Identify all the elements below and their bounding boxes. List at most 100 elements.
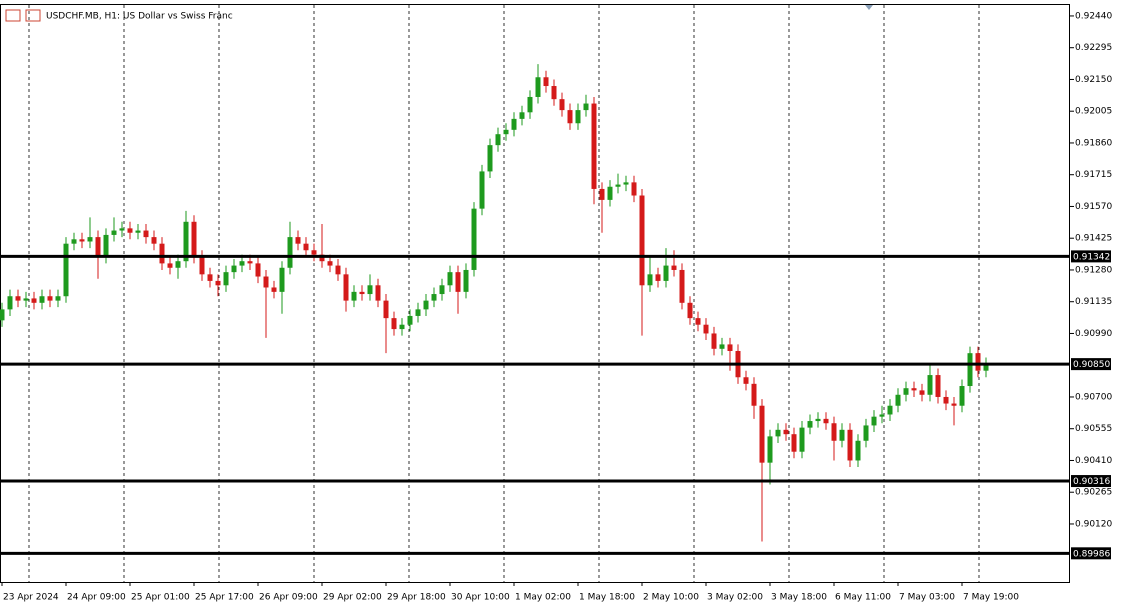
candle-body [167, 263, 173, 268]
y-tick-label: 0.92005 [1075, 107, 1112, 117]
candle-body [639, 195, 645, 286]
candle-body [863, 425, 869, 441]
candle-body [911, 388, 917, 391]
candle-body [951, 403, 957, 406]
icon-box [25, 9, 41, 22]
candle-body [559, 99, 565, 111]
candle-body [599, 188, 605, 200]
y-tick-label: 0.91135 [1075, 297, 1112, 307]
candle-body [239, 261, 245, 266]
candle-body [119, 228, 125, 231]
candle-body [783, 429, 789, 435]
x-tick-label: 7 May 19:00 [963, 593, 1019, 603]
candle-body [391, 318, 397, 330]
candle-body [215, 280, 221, 286]
x-tick-label: 29 Apr 18:00 [387, 593, 446, 603]
y-tick-label: 0.90555 [1075, 424, 1112, 434]
candle-body [495, 134, 501, 146]
candle-body [839, 429, 845, 441]
candle-body [95, 237, 101, 257]
candle-body [159, 243, 165, 264]
y-tick-label: 0.92440 [1075, 11, 1112, 21]
y-tick-label: 0.92295 [1075, 43, 1112, 53]
candle-body [823, 418, 829, 424]
candle-body [487, 145, 493, 172]
candle-body [47, 296, 53, 301]
x-tick-label: 7 May 03:00 [899, 593, 955, 603]
y-tick-label: 0.91860 [1075, 138, 1112, 148]
level-label-box [1071, 250, 1111, 263]
candle-body [631, 182, 637, 196]
candle-body [847, 429, 853, 461]
candle-body [295, 237, 301, 244]
candle-body [63, 243, 69, 297]
x-tick-label: 30 Apr 10:00 [451, 593, 510, 603]
candle-body [535, 77, 541, 97]
y-tick-label: 0.91570 [1075, 202, 1112, 212]
candle-body [503, 129, 509, 135]
candle-body [719, 344, 725, 349]
candle-body [583, 103, 589, 111]
candle-body [31, 298, 37, 303]
candle-body [511, 118, 517, 130]
candle-body [183, 221, 189, 262]
candle-body [807, 421, 813, 428]
candle-body [767, 436, 773, 463]
y-tick-label: 0.90700 [1075, 392, 1112, 402]
candle-body [415, 309, 421, 316]
candle-body [855, 440, 861, 461]
x-tick-label: 3 May 18:00 [771, 593, 827, 603]
x-tick-label: 3 May 02:00 [707, 593, 763, 603]
candle-body [519, 112, 525, 119]
candle-body [935, 375, 941, 397]
candle-body [79, 239, 85, 242]
candle-body [799, 427, 805, 452]
level-label-box [1071, 358, 1111, 371]
candle-body [879, 414, 885, 417]
candle-body [351, 291, 357, 301]
candle-body [151, 237, 157, 244]
candle-body [55, 296, 61, 301]
y-tick-label: 0.90120 [1075, 519, 1112, 529]
level-label: 0.91342 [1073, 252, 1110, 262]
candle-body [263, 276, 269, 288]
candle-body [959, 386, 965, 406]
icon-box [5, 9, 21, 22]
candle-body [143, 230, 149, 238]
candle-body [135, 230, 141, 233]
candle-body [711, 333, 717, 349]
x-tick-label: 24 Apr 09:00 [67, 593, 126, 603]
y-tick-label: 0.91715 [1075, 170, 1112, 180]
candle-body [671, 265, 677, 270]
x-tick-label: 1 May 02:00 [515, 593, 571, 603]
candle-body [567, 110, 573, 124]
candle-body [247, 261, 253, 264]
candle-body [407, 315, 413, 325]
x-tick-label: 26 Apr 09:00 [259, 593, 318, 603]
candle-body [751, 383, 757, 406]
level-label: 0.90316 [1073, 477, 1110, 487]
candle-body [23, 298, 29, 301]
candle-body [359, 291, 365, 295]
candle-body [39, 296, 45, 303]
candle-body [327, 261, 333, 266]
candle-body [367, 285, 373, 295]
candle-body [743, 377, 749, 384]
candle-body [111, 230, 117, 235]
candle-body [703, 324, 709, 334]
candle-body [255, 263, 261, 277]
x-tick-label: 29 Apr 02:00 [323, 593, 382, 603]
candle-body [223, 272, 229, 286]
y-tick-label: 0.90410 [1075, 456, 1112, 466]
chart-title: USDCHF.MB, H1: US Dollar vs Swiss Franc [46, 12, 233, 22]
candle-body [311, 250, 317, 255]
candle-body [655, 274, 661, 281]
y-tick-label: 0.91280 [1075, 265, 1112, 275]
candle-body [663, 265, 669, 281]
x-tick-label: 2 May 10:00 [643, 593, 699, 603]
candle-body [439, 285, 445, 295]
candle-body [335, 265, 341, 275]
candle-body [887, 405, 893, 415]
candle-body [983, 364, 989, 371]
